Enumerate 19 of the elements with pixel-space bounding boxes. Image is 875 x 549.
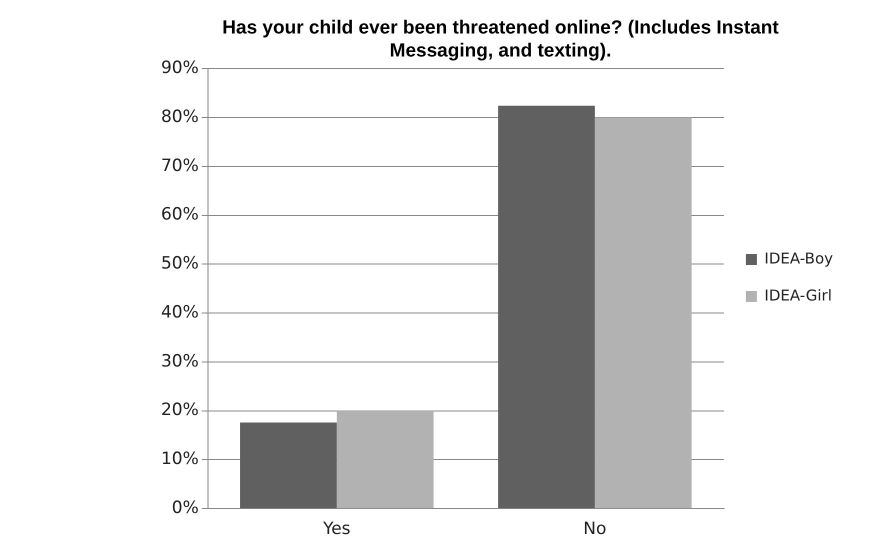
- y-tick-label: 30%: [160, 351, 199, 372]
- y-tick-label: 90%: [160, 58, 199, 78]
- legend-label: IDEA-Boy: [764, 249, 834, 268]
- y-tick-label: 80%: [160, 106, 199, 127]
- y-tick-label: 0%: [172, 498, 199, 518]
- bar: [498, 106, 595, 508]
- bar: [336, 410, 434, 508]
- x-tick-label: No: [583, 519, 606, 540]
- legend-label: IDEA-Girl: [764, 286, 832, 304]
- y-tick-label: 50%: [160, 254, 199, 274]
- x-tick-label: Yes: [322, 519, 351, 540]
- y-tick-label: 60%: [160, 204, 199, 225]
- y-tick-label: 40%: [160, 302, 199, 322]
- y-tick-label: 70%: [160, 156, 199, 176]
- bar: [240, 422, 337, 508]
- y-tick-label: 20%: [160, 400, 199, 420]
- y-tick-label: 10%: [160, 449, 199, 470]
- bar: [594, 117, 692, 508]
- chart-title: Has your child ever been threatened online? (Includes Instant Messaging, and texting).: [222, 18, 780, 62]
